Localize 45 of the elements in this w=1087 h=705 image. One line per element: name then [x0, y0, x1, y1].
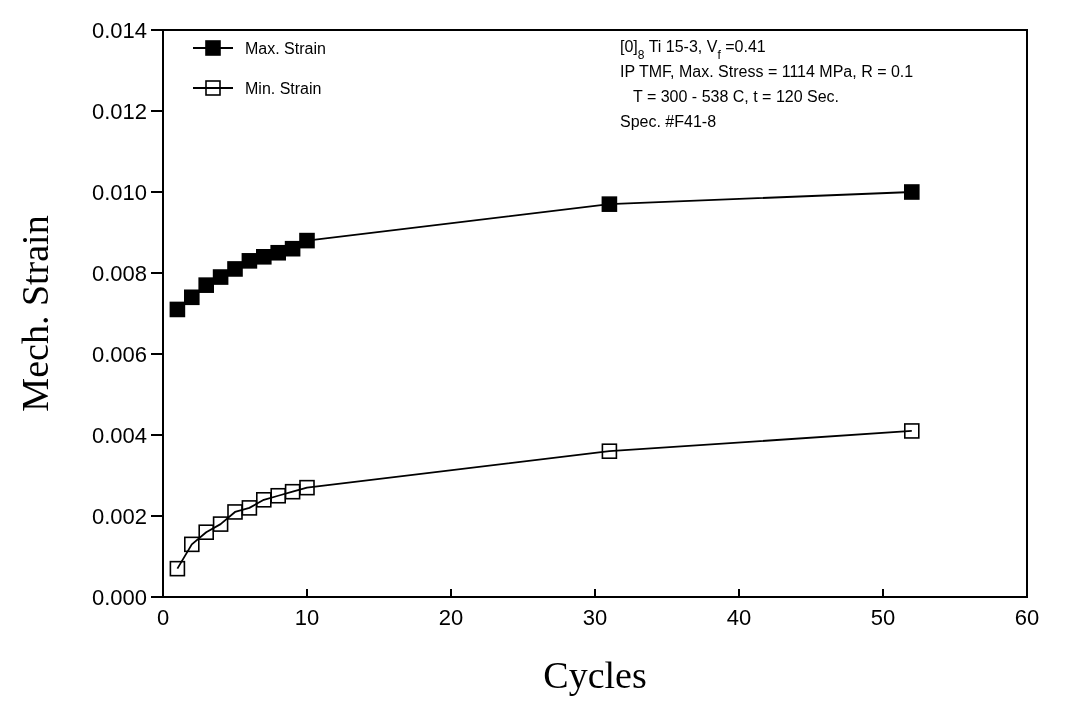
point	[227, 261, 243, 277]
point	[184, 536, 200, 553]
x-tick-label: 10	[294, 605, 320, 630]
x-tick-label: 60	[1014, 605, 1040, 630]
point	[270, 487, 286, 504]
y-tick-label: 0.006	[91, 341, 147, 367]
point	[184, 289, 200, 306]
legend-label: Max. Strain	[245, 39, 326, 57]
point	[198, 524, 214, 540]
x-tick-label: 30	[582, 605, 608, 630]
point	[169, 301, 186, 318]
point	[601, 196, 618, 212]
y-axis-title: Mech. Strain	[14, 215, 56, 412]
x-tick-label: 40	[726, 605, 752, 630]
annotation: IP TMF, Max. Stress = 1114 MPa, R = 0.1	[620, 63, 914, 80]
x-tick-label: 20	[438, 605, 464, 630]
point	[212, 269, 229, 285]
annotation: [0]$_{8}$ Ti 15-3, V$_{f}$ =0.41	[620, 38, 766, 62]
point	[904, 423, 920, 439]
x-axis-title: Cycles	[543, 654, 647, 696]
point	[241, 253, 258, 269]
y-tick-label: 0.010	[91, 179, 147, 205]
annotation: Spec. #F41-8	[620, 113, 717, 130]
point	[299, 479, 315, 496]
point	[198, 277, 214, 293]
point	[227, 504, 243, 520]
annotation: T = 300 - 538 C, t = 120 Sec.	[633, 88, 840, 105]
point	[212, 516, 229, 532]
legend-label: Min. Strain	[245, 79, 322, 97]
point	[601, 443, 618, 459]
y-tick-label: 0.014	[91, 17, 147, 43]
point	[241, 500, 258, 516]
y-tick-label: 0.000	[91, 584, 147, 610]
y-tick-label: 0.008	[91, 260, 147, 286]
point	[284, 483, 301, 500]
point	[299, 232, 315, 249]
point	[169, 560, 186, 577]
y-tick-label: 0.002	[91, 503, 147, 529]
y-tick-label: 0.012	[91, 98, 147, 124]
point	[284, 240, 301, 257]
point	[904, 184, 920, 200]
point	[256, 492, 272, 508]
y-tick-label: 0.004	[91, 422, 147, 448]
x-tick-label: 50	[870, 605, 896, 630]
x-tick-label: 0	[156, 605, 170, 630]
